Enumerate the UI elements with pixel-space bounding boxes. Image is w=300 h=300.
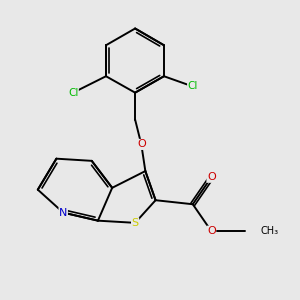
Text: CH₃: CH₃ <box>260 226 278 236</box>
Text: Cl: Cl <box>68 88 78 98</box>
Text: O: O <box>207 172 216 182</box>
Text: S: S <box>132 218 139 228</box>
Text: O: O <box>137 140 146 149</box>
Text: N: N <box>59 208 68 218</box>
Text: Cl: Cl <box>188 82 198 92</box>
Text: O: O <box>207 226 216 236</box>
